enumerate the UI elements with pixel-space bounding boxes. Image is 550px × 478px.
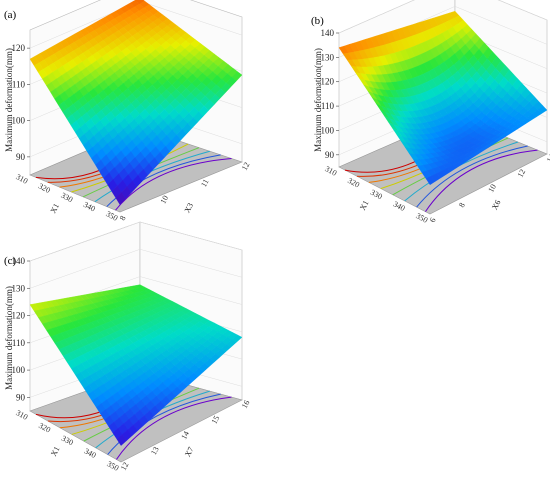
z-tick-label: 100 (321, 125, 335, 135)
x2-tick-label: 16 (240, 399, 252, 410)
x2-tick-label: 6 (428, 216, 438, 224)
x1-tick-label: 330 (60, 434, 75, 448)
x1-tick-label: 320 (346, 176, 361, 190)
x1-tick-label: 320 (37, 421, 52, 435)
grid-line (29, 249, 243, 289)
x2-tick-label: 11 (199, 178, 211, 189)
x2-tick-label: 12 (119, 461, 131, 472)
x1-tick-label: 310 (14, 172, 29, 186)
x2-tick-label: 10 (158, 194, 170, 205)
z-tick-label: 120 (12, 43, 26, 53)
x1-tick-label: 320 (37, 181, 52, 195)
x1-tick-label: 310 (14, 408, 29, 422)
surface-cell (425, 175, 436, 186)
grid-line (29, 221, 243, 262)
z-tick-label: 100 (12, 116, 26, 126)
x2-tick-label: 8 (457, 201, 467, 209)
x2-axis-title: X6 (490, 198, 503, 211)
z-tick-label: 90 (16, 392, 26, 402)
x1-tick-label: 330 (59, 191, 74, 205)
x1-tick-label: 340 (392, 199, 407, 213)
x2-tick-label: 12 (240, 161, 252, 172)
chart-panel-2: (b) 90 100 110 120 130 140 Maximum deformation(… (311, 0, 550, 225)
x2-tick-label: 14 (179, 430, 191, 441)
x1-tick-label: 350 (105, 459, 120, 473)
x1-axis-title: X1 (358, 199, 371, 212)
z-tick-label: 110 (321, 101, 335, 111)
x2-tick-label: 15 (210, 414, 222, 425)
z-axis-title: Maximum deformation(mm) (4, 286, 14, 390)
chart-panel-3: (c) 90 100 110 120 130 140 Maximum deformation(… (4, 221, 252, 473)
z-tick-label: 130 (12, 283, 26, 293)
z-tick-label: 120 (321, 77, 335, 87)
x2-tick-label: 10 (486, 183, 498, 194)
z-axis-title: Maximum deformation(mm) (4, 48, 14, 152)
z-tick-label: 140 (12, 256, 26, 266)
response-surface (338, 10, 548, 186)
x2-axis-title: X3 (183, 201, 196, 214)
x2-tick-label: 8 (118, 214, 128, 222)
z-tick-label: 140 (321, 28, 335, 38)
x1-axis-title: X1 (49, 445, 62, 458)
x2-axis-title: X7 (183, 445, 196, 458)
floor-contour (106, 154, 221, 207)
z-tick-label: 120 (12, 311, 26, 321)
x1-tick-label: 350 (414, 211, 429, 225)
x2-tick-label: 12 (516, 168, 528, 179)
surface-cell (115, 192, 126, 206)
panel-label: (b) (311, 15, 324, 27)
z-tick-label: 90 (325, 150, 335, 160)
floor-contour (107, 393, 221, 455)
x1-axis-title: X1 (49, 202, 62, 215)
z-tick-label: 110 (12, 79, 26, 89)
z-axis-title: Maximum deformation(mm) (313, 48, 323, 152)
x1-tick-label: 310 (323, 164, 338, 178)
panel-label: (a) (4, 9, 17, 21)
floor-contour (425, 149, 538, 212)
x2-tick-label: 14 (545, 153, 550, 164)
floor-contour (116, 396, 232, 460)
panel-label: (c) (4, 255, 17, 267)
z-tick-label: 130 (321, 52, 335, 62)
surface-cell (116, 434, 127, 446)
z-tick-label: 100 (12, 365, 26, 375)
floor-contour (115, 157, 232, 211)
x1-tick-label: 330 (369, 188, 384, 202)
floor-contour (416, 145, 528, 208)
x1-tick-label: 350 (104, 209, 119, 223)
grid-line (338, 0, 548, 34)
z-tick-label: 90 (16, 152, 26, 162)
response-surface (29, 284, 243, 446)
x2-tick-label: 13 (149, 445, 161, 456)
x1-tick-label: 340 (82, 200, 97, 214)
z-tick-label: 110 (12, 338, 26, 348)
response-surface (29, 0, 243, 206)
x1-tick-label: 340 (83, 446, 98, 460)
